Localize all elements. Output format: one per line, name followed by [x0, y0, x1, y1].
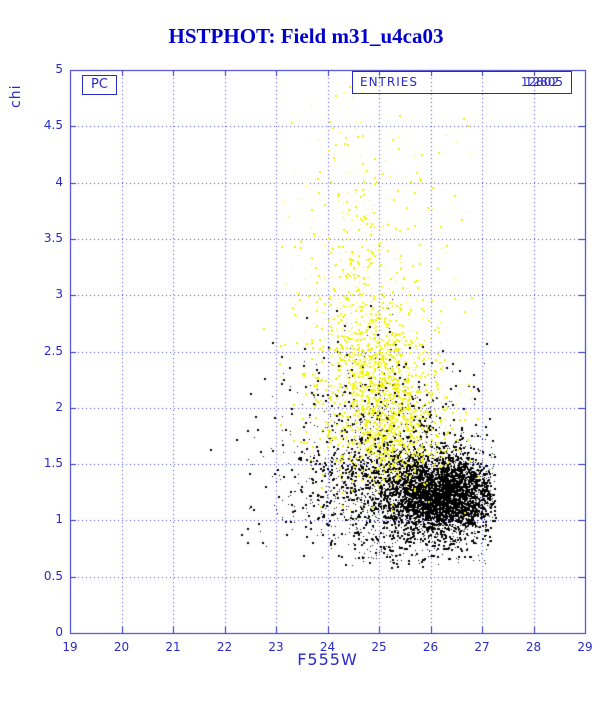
- y-tick-label: 1.5: [43, 456, 63, 471]
- y-tick-label: 2.5: [43, 343, 63, 358]
- y-tick-label: 0: [55, 625, 63, 639]
- y-tick-label: 4.5: [43, 118, 63, 133]
- x-tick-label: 25: [371, 640, 387, 654]
- x-tick-label: 29: [577, 640, 593, 654]
- x-tick-label: 28: [525, 640, 542, 654]
- y-axis-label: chi: [8, 84, 24, 108]
- legend-box: PC: [82, 75, 117, 95]
- x-tick-label: 20: [113, 640, 130, 654]
- y-tick-label: 0.5: [43, 568, 63, 583]
- legend-label: PC: [91, 77, 108, 92]
- x-tick-label: 24: [319, 640, 336, 654]
- x-tick-label: 22: [216, 640, 233, 654]
- y-tick-label: 2: [55, 399, 63, 414]
- x-tick-label: 26: [422, 640, 439, 654]
- x-tick-label: 27: [474, 640, 490, 654]
- x-axis-label: F555W: [297, 650, 358, 669]
- y-tick-label: 3.5: [43, 230, 63, 245]
- y-tick-label: 3: [55, 287, 63, 302]
- entries-value-2: 12802: [520, 75, 559, 89]
- entries-label: ENTRIES: [360, 75, 418, 89]
- y-tick-label: 1: [55, 512, 63, 527]
- y-tick-label: 5: [55, 62, 63, 76]
- entries-box: ENTRIES 12802 12805: [352, 71, 572, 94]
- x-tick-label: 23: [268, 640, 284, 654]
- y-tick-label: 4: [55, 174, 63, 189]
- x-tick-label: 19: [62, 640, 78, 654]
- x-tick-label: 21: [165, 640, 181, 654]
- entries-value-1: 12805: [524, 75, 563, 89]
